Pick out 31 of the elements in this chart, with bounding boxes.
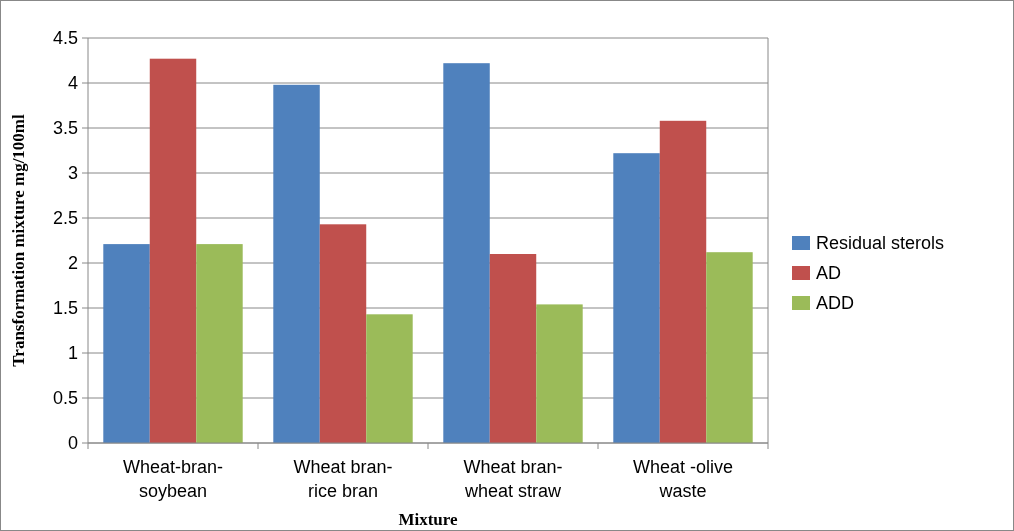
x-tick-label: Wheat bran- wheat straw [463,457,563,501]
legend-label: ADD [816,293,855,314]
x-axis-title: Mixture [398,510,459,529]
y-tick-label: 0 [67,433,78,454]
bar [706,252,753,443]
legend-label: Residual sterols [816,233,945,254]
y-axis-title: Transformation mixture mg/100ml [9,114,28,367]
bar [443,63,490,443]
bar [273,84,320,443]
legend-label: AD [816,263,842,284]
y-tick-label: 3 [67,163,78,184]
x-tick-label: Wheat -olive waste [632,457,734,501]
bar [149,58,197,443]
bar [536,304,583,443]
bar [103,244,150,443]
y-tick-label: 2 [67,253,78,274]
y-tick-label: 2.5 [52,208,78,229]
bar [489,254,537,443]
x-tick-label: Wheat bran- rice bran [293,457,393,501]
y-tick-label: 1.5 [52,298,78,319]
x-tick-label: Wheat-bran- soybean [122,457,224,501]
bar [659,120,707,443]
y-tick-label: 3.5 [52,118,78,139]
y-tick-label: 1 [67,343,78,364]
bar [319,224,367,443]
bar [366,314,413,443]
y-tick-label: 4.5 [52,28,78,49]
bar [196,244,243,443]
y-tick-label: 0.5 [52,388,78,409]
y-tick-label: 4 [67,73,78,94]
bar [613,153,660,443]
